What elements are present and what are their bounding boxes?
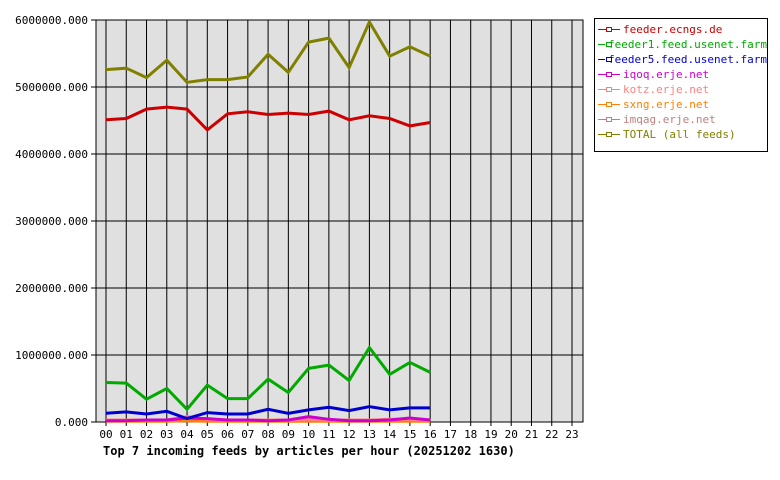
legend-item: feeder5.feed.usenet.farm	[595, 52, 767, 67]
legend-swatch	[598, 27, 620, 32]
legend-swatch	[598, 87, 620, 92]
x-tick-label: 20	[505, 428, 518, 441]
legend-swatch	[598, 42, 613, 47]
x-tick-label: 12	[343, 428, 356, 441]
legend-label: feeder1.feed.usenet.farm	[608, 38, 767, 51]
x-tick-label: 19	[484, 428, 497, 441]
legend-swatch	[598, 117, 620, 122]
legend-label: imqag.erje.net	[623, 113, 716, 126]
legend-swatch	[598, 72, 620, 77]
legend-item: feeder.ecngs.de	[595, 22, 767, 37]
x-tick-label: 03	[160, 428, 173, 441]
legend-label: feeder.ecngs.de	[623, 23, 723, 36]
legend-item: TOTAL (all feeds)	[595, 127, 767, 142]
x-tick-label: 06	[221, 428, 234, 441]
x-tick-label: 15	[403, 428, 416, 441]
series-line-iqoq-erje-net	[106, 415, 431, 423]
y-tick-label: 6000000.000	[15, 14, 88, 27]
x-tick-label: 11	[322, 428, 335, 441]
x-tick-label: 09	[282, 428, 295, 441]
series-line-total-all-feeds-	[105, 18, 431, 84]
legend: feeder.ecngs.de feeder1.feed.usenet.farm f…	[594, 18, 768, 152]
series-line-feeder-ecngs-de	[105, 105, 431, 132]
x-tick-label: 10	[302, 428, 315, 441]
x-tick-label: 01	[120, 428, 133, 441]
legend-label: TOTAL (all feeds)	[623, 128, 736, 141]
y-tick-label: 4000000.000	[15, 148, 88, 161]
y-tick-label: 1000000.000	[15, 349, 88, 362]
x-tick-label: 13	[363, 428, 376, 441]
chart-title: Top 7 incoming feeds by articles per hou…	[103, 444, 515, 458]
series-line-feeder1-feed-usenet-farm	[105, 344, 431, 412]
legend-item: imqag.erje.net	[595, 112, 767, 127]
y-tick-label: 2000000.000	[15, 282, 88, 295]
series-line-feeder5-feed-usenet-farm	[105, 405, 431, 421]
legend-label: feeder5.feed.usenet.farm	[608, 53, 767, 66]
y-tick-label: 0.000	[55, 416, 88, 429]
x-tick-label: 05	[201, 428, 214, 441]
y-tick-label: 5000000.000	[15, 81, 88, 94]
x-tick-label: 18	[464, 428, 477, 441]
legend-swatch	[598, 132, 620, 137]
legend-label: sxng.erje.net	[623, 98, 710, 111]
legend-item: kotz.erje.net	[595, 82, 767, 97]
legend-item: sxng.erje.net	[595, 97, 767, 112]
x-tick-label: 14	[383, 428, 397, 441]
legend-label: iqoq.erje.net	[623, 68, 710, 81]
x-tick-label: 07	[241, 428, 254, 441]
x-tick-label: 21	[525, 428, 538, 441]
legend-item: iqoq.erje.net	[595, 67, 767, 82]
x-tick-label: 16	[424, 428, 437, 441]
x-tick-label: 08	[261, 428, 274, 441]
x-tick-label: 00	[99, 428, 112, 441]
x-tick-label: 02	[140, 428, 153, 441]
y-tick-label: 3000000.000	[15, 215, 88, 228]
legend-swatch	[598, 57, 613, 62]
legend-label: kotz.erje.net	[623, 83, 710, 96]
legend-item: feeder1.feed.usenet.farm	[595, 37, 767, 52]
legend-swatch	[598, 102, 620, 107]
x-tick-label: 22	[545, 428, 558, 441]
x-tick-label: 17	[444, 428, 457, 441]
x-tick-label: 04	[180, 428, 194, 441]
x-tick-label: 23	[565, 428, 578, 441]
